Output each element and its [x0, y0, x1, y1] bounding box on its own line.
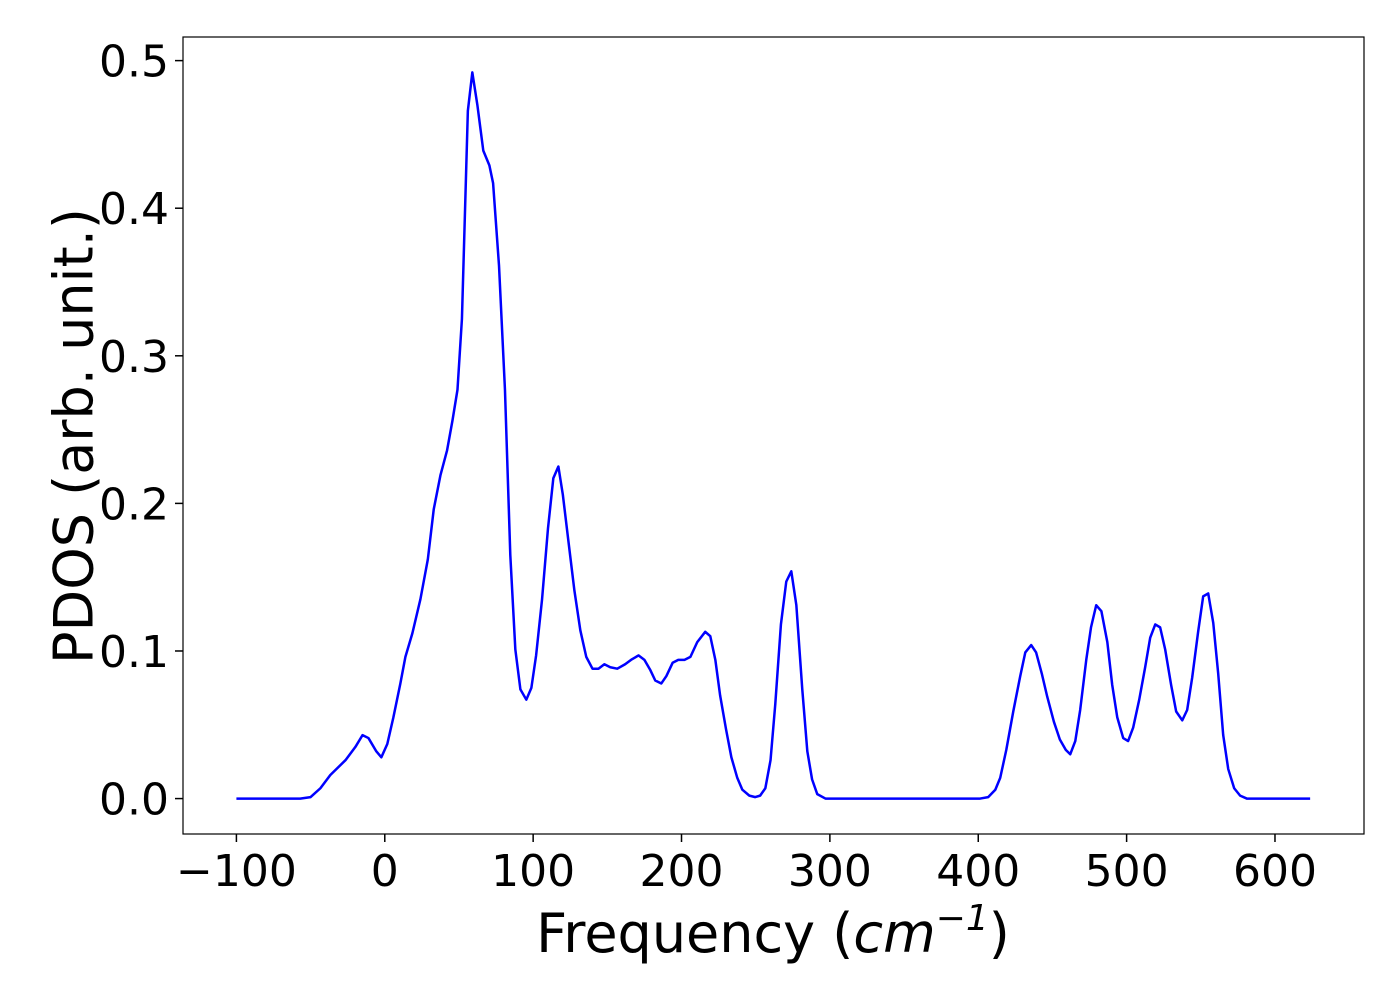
- x-tick-label: 200: [640, 846, 724, 897]
- y-tick-label: 0.3: [99, 332, 169, 383]
- plot-frame: [182, 36, 1365, 835]
- x-tick-label: 600: [1233, 846, 1317, 897]
- x-tick-label: 400: [936, 846, 1020, 897]
- y-tick-label: 0.4: [99, 184, 169, 235]
- y-tick-label: 0.2: [99, 479, 169, 530]
- x-label-math: cm: [853, 902, 935, 965]
- x-tick-label: 0: [371, 846, 399, 897]
- y-axis-label: PDOS (arb. unit.): [43, 208, 106, 664]
- x-label-sup: −1: [936, 898, 989, 939]
- x-tick-label: 500: [1085, 846, 1169, 897]
- x-tick-label: 300: [788, 846, 872, 897]
- x-label-text: Frequency (: [536, 902, 853, 965]
- x-tick-label: 100: [491, 846, 575, 897]
- x-label-text: ): [989, 902, 1010, 965]
- pdos-line: [236, 71, 1311, 800]
- y-tick-label: 0.0: [99, 775, 169, 826]
- y-tick-label: 0.1: [99, 627, 169, 678]
- x-tick-label: −100: [176, 846, 297, 897]
- y-tick-label: 0.5: [99, 37, 169, 88]
- x-axis-label: Frequency (cm−1): [536, 898, 1010, 965]
